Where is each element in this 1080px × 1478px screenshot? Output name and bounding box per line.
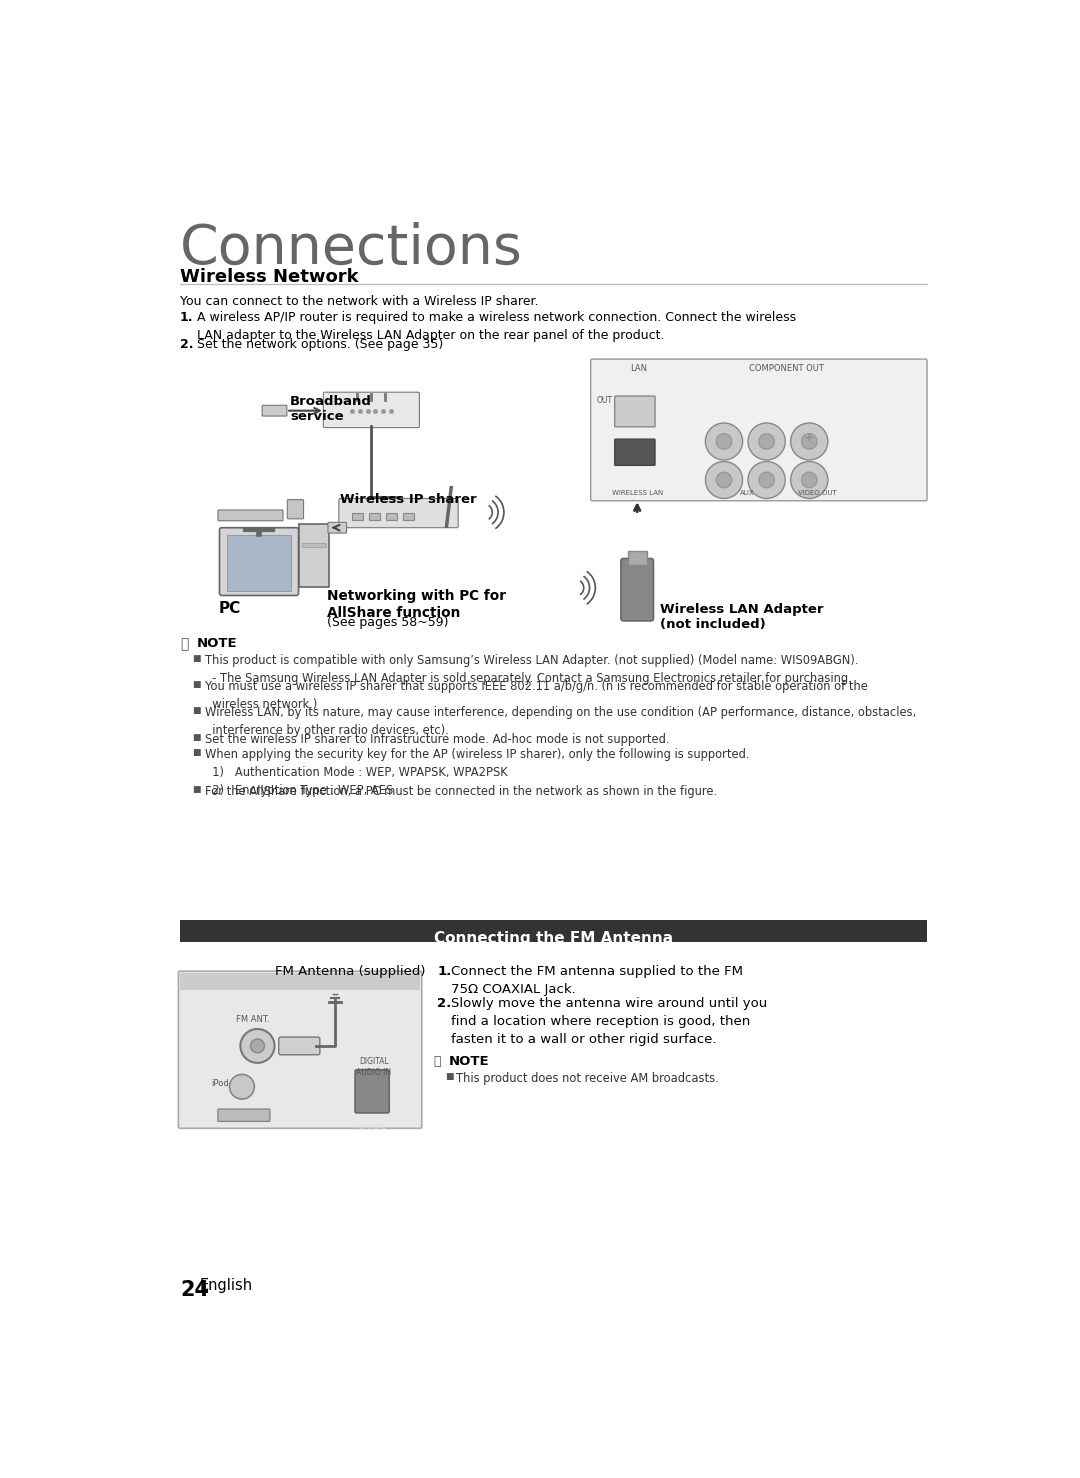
Text: (See pages 58~59): (See pages 58~59) (327, 616, 448, 630)
Bar (180, 973, 420, 990)
Bar (227, 535, 291, 591)
Text: 2.: 2. (437, 998, 451, 1011)
FancyBboxPatch shape (591, 359, 927, 501)
Bar (352, 513, 363, 520)
Circle shape (705, 461, 743, 498)
Text: +: + (804, 432, 814, 443)
Text: ■: ■ (192, 748, 201, 757)
Text: Wireless LAN Adapter
(not included): Wireless LAN Adapter (not included) (661, 603, 824, 631)
FancyBboxPatch shape (279, 1038, 320, 1055)
Text: COMPONENT OUT: COMPONENT OUT (748, 365, 823, 374)
Circle shape (801, 433, 816, 449)
Text: NOTE: NOTE (449, 1055, 489, 1069)
Text: VIDEO OUT: VIDEO OUT (798, 491, 836, 497)
Text: For the AllShare function, a PC must be connected in the network as shown in the: For the AllShare function, a PC must be … (205, 785, 717, 798)
FancyBboxPatch shape (355, 1070, 389, 1113)
Bar (302, 542, 326, 547)
Text: Wireless LAN, by its nature, may cause interference, depending on the use condit: Wireless LAN, by its nature, may cause i… (205, 706, 916, 738)
Text: 24: 24 (180, 1280, 208, 1301)
Text: AUX: AUX (740, 491, 755, 497)
FancyBboxPatch shape (621, 559, 653, 621)
Circle shape (705, 423, 743, 460)
Circle shape (251, 1039, 265, 1052)
Circle shape (759, 433, 774, 449)
Text: OUT: OUT (597, 396, 613, 405)
FancyBboxPatch shape (262, 405, 287, 417)
Text: ■: ■ (192, 706, 201, 715)
Text: ■: ■ (445, 1072, 454, 1080)
Text: Connecting the FM Antenna: Connecting the FM Antenna (434, 931, 673, 946)
FancyBboxPatch shape (219, 528, 298, 596)
Text: DIGITAL
AUDIO IN: DIGITAL AUDIO IN (356, 1057, 391, 1077)
FancyBboxPatch shape (615, 439, 656, 466)
FancyBboxPatch shape (615, 396, 656, 427)
Bar (180, 921, 927, 941)
Bar (403, 513, 414, 520)
Circle shape (759, 473, 774, 488)
FancyBboxPatch shape (323, 392, 419, 427)
Text: OPTICAL: OPTICAL (357, 1125, 387, 1131)
Text: Networking with PC for
AllShare function: Networking with PC for AllShare function (327, 590, 507, 619)
Circle shape (230, 1075, 255, 1100)
FancyBboxPatch shape (328, 522, 347, 534)
Text: A wireless AP/IP router is required to make a wireless network connection. Conne: A wireless AP/IP router is required to m… (197, 312, 796, 341)
Text: You must use a wireless IP sharer that supports IEEE 802.11 a/b/g/n. (n is recom: You must use a wireless IP sharer that s… (205, 680, 867, 711)
Circle shape (716, 473, 732, 488)
Text: English: English (200, 1278, 253, 1293)
Text: iPod: iPod (211, 1079, 229, 1088)
Text: ■: ■ (192, 733, 201, 742)
Text: Set the network options. (See page 35): Set the network options. (See page 35) (197, 338, 443, 352)
FancyBboxPatch shape (218, 1108, 270, 1122)
Text: 📋: 📋 (180, 637, 188, 650)
Bar (299, 523, 328, 587)
Bar (369, 513, 380, 520)
Circle shape (791, 423, 828, 460)
Circle shape (748, 423, 785, 460)
Text: WIRELESS LAN: WIRELESS LAN (611, 491, 663, 497)
Text: LAN: LAN (631, 365, 647, 374)
Text: ■: ■ (192, 680, 201, 689)
Text: Slowly move the antenna wire around until you
find a location where reception is: Slowly move the antenna wire around unti… (451, 998, 768, 1046)
FancyBboxPatch shape (287, 500, 303, 519)
Text: NOTE: NOTE (197, 637, 238, 650)
Text: Connections: Connections (180, 222, 523, 276)
Text: PC: PC (218, 602, 241, 616)
Text: Wireless IP sharer: Wireless IP sharer (340, 494, 477, 505)
Text: 1.: 1. (437, 965, 451, 978)
Circle shape (748, 461, 785, 498)
Text: This product is compatible with only Samsung’s Wireless LAN Adapter. (not suppli: This product is compatible with only Sam… (205, 653, 859, 684)
Circle shape (801, 473, 816, 488)
Text: 2.: 2. (180, 338, 193, 352)
FancyBboxPatch shape (178, 971, 422, 1128)
Circle shape (716, 433, 732, 449)
Circle shape (241, 1029, 274, 1063)
Text: Connect the FM antenna supplied to the FM
75Ω COAXIAL Jack.: Connect the FM antenna supplied to the F… (451, 965, 743, 996)
Text: ■: ■ (192, 653, 201, 664)
Bar (387, 513, 397, 520)
Text: 1.: 1. (180, 312, 193, 324)
Bar (627, 551, 647, 565)
Circle shape (791, 461, 828, 498)
Text: ■: ■ (192, 785, 201, 794)
Text: FM Antenna (supplied): FM Antenna (supplied) (275, 965, 426, 978)
FancyBboxPatch shape (339, 498, 458, 528)
Text: Broadband
service: Broadband service (291, 395, 372, 423)
Text: 📋: 📋 (433, 1055, 441, 1069)
Text: When applying the security key for the AP (wireless IP sharer), only the followi: When applying the security key for the A… (205, 748, 750, 797)
FancyBboxPatch shape (218, 510, 283, 520)
Text: You can connect to the network with a Wireless IP sharer.: You can connect to the network with a Wi… (180, 296, 539, 309)
Text: Wireless Network: Wireless Network (180, 268, 359, 287)
Text: FM ANT.: FM ANT. (235, 1015, 269, 1024)
Text: This product does not receive AM broadcasts.: This product does not receive AM broadca… (456, 1072, 718, 1085)
Text: Set the wireless IP sharer to Infrastructure mode. Ad-hoc mode is not supported.: Set the wireless IP sharer to Infrastruc… (205, 733, 670, 745)
